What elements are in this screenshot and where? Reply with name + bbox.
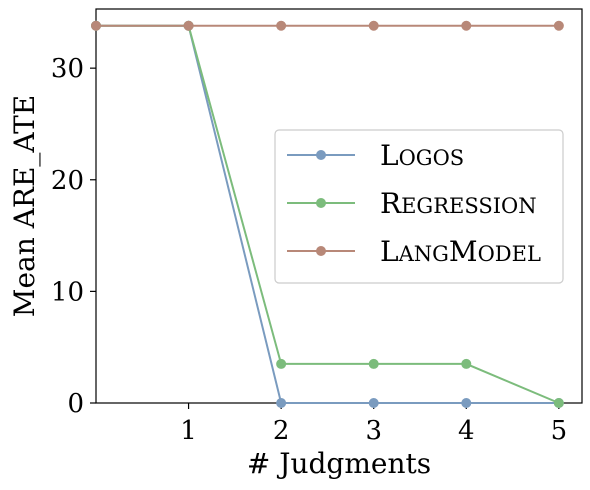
- y-tick-label: 10: [51, 277, 84, 307]
- data-point-logos: [368, 398, 379, 408]
- y-tick-label: 30: [51, 54, 84, 84]
- legend-marker-regression: [316, 198, 326, 208]
- x-tick-label: 3: [365, 416, 382, 446]
- data-point-logos: [276, 398, 287, 408]
- legend-marker-langmodel: [316, 246, 326, 256]
- x-axis: 1 2 3 4 5: [180, 403, 567, 446]
- data-point-langmodel: [368, 20, 379, 31]
- legend-label-logos: LOGOS: [380, 139, 464, 172]
- legend-label-regression: REGRESSION: [380, 187, 537, 220]
- x-tick-label: 2: [273, 416, 290, 446]
- data-point-regression: [461, 358, 472, 369]
- legend-label-langmodel: LANGMODEL: [380, 235, 541, 268]
- series-group: [91, 20, 564, 408]
- data-point-regression: [553, 398, 564, 408]
- y-tick-label: 0: [67, 389, 84, 419]
- data-point-regression: [276, 358, 287, 369]
- x-tick-label: 4: [458, 416, 475, 446]
- legend-box: [274, 129, 564, 284]
- data-point-langmodel: [461, 20, 472, 31]
- data-point-langmodel: [183, 20, 194, 31]
- y-tick-label: 20: [51, 166, 84, 196]
- y-axis-title: Mean ARE_ATE: [8, 95, 41, 317]
- legend-marker-logos: [316, 150, 326, 160]
- data-point-langmodel: [91, 20, 101, 31]
- y-axis: 0 10 20 30: [51, 54, 96, 419]
- data-point-regression: [368, 358, 379, 369]
- legend: LOGOS REGRESSION LANGMODEL: [274, 129, 564, 284]
- data-point-langmodel: [553, 20, 564, 31]
- x-tick-label: 1: [180, 416, 197, 446]
- data-point-langmodel: [276, 20, 287, 31]
- data-point-logos: [461, 398, 472, 408]
- x-axis-title: # Judgments: [247, 447, 431, 480]
- x-tick-label: 5: [551, 416, 568, 446]
